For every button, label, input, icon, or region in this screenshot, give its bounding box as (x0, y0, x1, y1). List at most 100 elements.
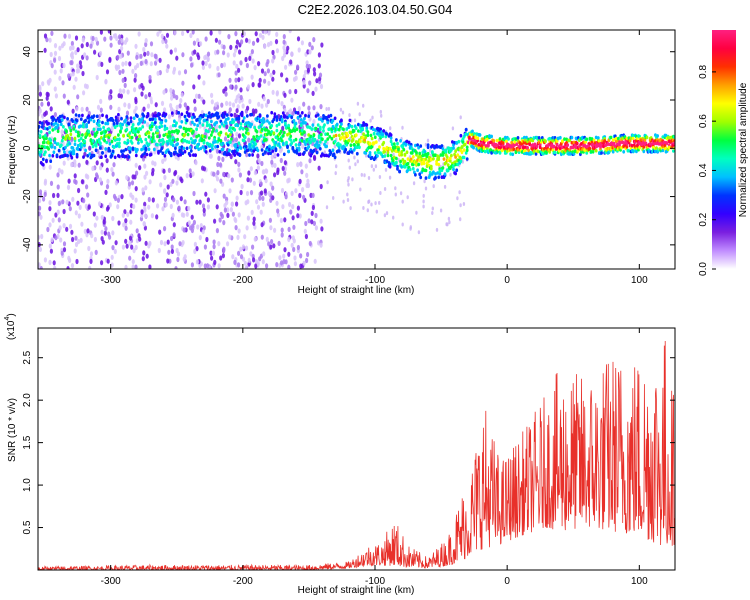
noise-dot (177, 205, 181, 211)
ridge-cell (271, 145, 275, 150)
noise-dot (312, 37, 316, 43)
noise-dot (238, 172, 242, 178)
ridge-cell (302, 120, 305, 124)
ridge-cell (104, 154, 108, 159)
noise-dot (105, 167, 109, 173)
noise-dot (189, 225, 193, 231)
noise-dot (123, 209, 127, 215)
ridge-cell (150, 139, 154, 144)
noise-dot (192, 40, 196, 46)
noise-dot (216, 170, 220, 176)
noise-dot (86, 192, 90, 198)
ridge-cell (515, 142, 519, 146)
noise-dot (209, 153, 213, 159)
ridge-cell (84, 148, 87, 153)
noise-dot (114, 180, 118, 186)
noise-dot (136, 62, 140, 69)
noise-dot (379, 109, 382, 114)
noise-dot (123, 102, 127, 108)
ridge-cell (40, 125, 44, 129)
ridge-cell (147, 147, 151, 152)
noise-dot (256, 261, 260, 267)
ridge-cell (558, 135, 562, 140)
ridge-cell (628, 138, 632, 143)
noise-dot (187, 220, 191, 226)
ridge-cell (48, 125, 51, 130)
ridge-cell (182, 126, 186, 131)
noise-dot (375, 209, 378, 214)
noise-dot (228, 234, 232, 240)
noise-dot (79, 237, 83, 243)
noise-dot (133, 87, 137, 93)
noise-dot (114, 240, 118, 246)
noise-dot (239, 254, 244, 260)
noise-dot (280, 232, 284, 238)
ridge-cell (72, 151, 76, 156)
ridge-cell (489, 140, 492, 145)
ridge-cell (516, 136, 520, 140)
noise-dot (195, 259, 199, 265)
noise-dot (302, 101, 306, 107)
noise-dot (153, 161, 157, 167)
ridge-cell (70, 155, 74, 160)
ridge-cell (424, 168, 428, 173)
ridge-cell (78, 124, 82, 128)
ridge-cell (348, 118, 352, 123)
noise-dot (245, 225, 249, 231)
noise-dot (253, 65, 257, 71)
noise-dot (448, 220, 451, 225)
ridge-cell (204, 128, 208, 133)
ridge-cell (112, 121, 116, 126)
ridge-cell (474, 135, 478, 140)
noise-dot (221, 156, 225, 162)
noise-dot (141, 187, 145, 193)
noise-dot (227, 34, 231, 40)
noise-dot (193, 98, 197, 104)
noise-dot (219, 255, 223, 261)
ridge-cell (464, 127, 468, 132)
ridge-cell (94, 144, 98, 148)
ridge-cell (551, 139, 555, 143)
noise-dot (103, 36, 107, 42)
noise-dot (83, 52, 87, 58)
ridge-cell (333, 116, 337, 121)
noise-dot (241, 244, 245, 250)
ridge-cell (276, 153, 280, 157)
noise-dot (280, 227, 284, 233)
noise-dot (39, 192, 43, 198)
noise-dot (247, 38, 251, 44)
ridge-cell (317, 117, 321, 121)
noise-dot (121, 61, 125, 67)
noise-dot (283, 48, 287, 54)
ridge-cell (40, 144, 44, 149)
ridge-cell (460, 145, 464, 149)
noise-dot (269, 244, 273, 250)
noise-dot (339, 107, 343, 112)
noise-dot (459, 217, 462, 222)
noise-dot (95, 215, 99, 221)
ridge-cell (614, 139, 618, 144)
ridge-cell (645, 135, 649, 140)
ridge-cell (323, 153, 326, 158)
noise-dot (201, 60, 205, 66)
ridge-cell (288, 114, 291, 118)
ridge-cell (118, 154, 121, 159)
ridge-cell (57, 148, 61, 153)
noise-dot (374, 164, 378, 169)
ridge-cell (328, 127, 332, 131)
ridge-cell (275, 118, 279, 122)
noise-dot (82, 90, 86, 96)
noise-dot (305, 257, 309, 264)
noise-dot (77, 239, 81, 245)
noise-dot (370, 164, 374, 169)
ridge-cell (128, 131, 132, 135)
noise-dot (165, 43, 169, 49)
noise-dot (62, 223, 66, 229)
noise-dot (40, 101, 44, 107)
ridge-cell (400, 150, 404, 154)
noise-dot (172, 197, 176, 203)
ridge-cell (245, 127, 249, 132)
noise-dot (222, 50, 226, 56)
noise-dot (245, 37, 249, 43)
ridge-cell (475, 132, 479, 136)
